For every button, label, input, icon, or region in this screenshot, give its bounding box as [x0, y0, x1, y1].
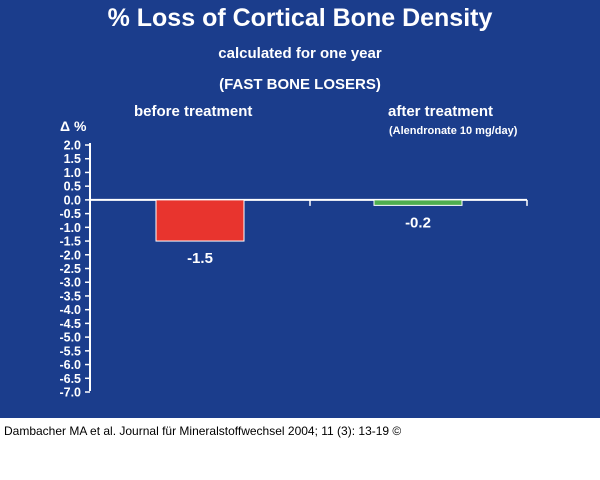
y-tick-label: -4.5 — [59, 317, 81, 331]
y-tick-label: -2.0 — [59, 248, 81, 262]
y-tick-label: -2.5 — [59, 262, 81, 276]
y-tick-label: -6.5 — [59, 372, 81, 386]
bar-value-label: -1.5 — [187, 250, 213, 267]
y-tick-label: -7.0 — [59, 386, 81, 400]
y-tick-label: 0.0 — [64, 193, 81, 207]
citation-text: Dambacher MA et al. Journal für Minerals… — [4, 424, 402, 438]
bar-group: -1.5 -0.2 — [155, 199, 463, 267]
y-tick-label: 1.0 — [64, 166, 81, 180]
chart-subtitle: calculated for one year — [218, 45, 382, 62]
y-tick-label: -5.0 — [59, 331, 81, 345]
y-tick-label: 0.5 — [64, 180, 81, 194]
y-tick-label: 1.5 — [64, 152, 81, 166]
y-tick-label: -0.5 — [59, 207, 81, 221]
chart-subtitle-group: (FAST BONE LOSERS) — [219, 76, 381, 93]
y-tick-label: -1.5 — [59, 235, 81, 249]
chart-title: % Loss of Cortical Bone Density — [107, 4, 493, 32]
chart-background — [0, 0, 600, 418]
bar-after-treatment — [373, 199, 463, 206]
category-note-after: (Alendronate 10 mg/day) — [389, 125, 518, 137]
y-tick-label: -3.5 — [59, 289, 81, 303]
y-tick-label: -6.0 — [59, 358, 81, 372]
category-label-before: before treatment — [134, 103, 253, 120]
y-tick-label: 2.0 — [64, 139, 81, 153]
bar-chart: 2.01.51.00.50.0-0.5-1.0-1.5-2.0-2.5-3.0-… — [0, 0, 600, 418]
y-tick-label: -1.0 — [59, 221, 81, 235]
bar-value-label: -0.2 — [405, 214, 431, 231]
category-label-after: after treatment — [388, 103, 494, 120]
y-tick-label: -4.0 — [59, 303, 81, 317]
y-tick-label: -3.0 — [59, 276, 81, 290]
bar-before-treatment — [155, 199, 245, 242]
y-tick-group: 2.01.51.00.50.0-0.5-1.0-1.5-2.0-2.5-3.0-… — [59, 139, 528, 400]
y-axis-label: Δ % — [60, 118, 87, 134]
y-tick-label: -5.5 — [59, 344, 81, 358]
chart-slide: 2.0 1.5 1.0 0.5 0.0 -0.5 -1.0 -1.5 -2.0 -2.5 -3.0-… — [0, 0, 600, 418]
